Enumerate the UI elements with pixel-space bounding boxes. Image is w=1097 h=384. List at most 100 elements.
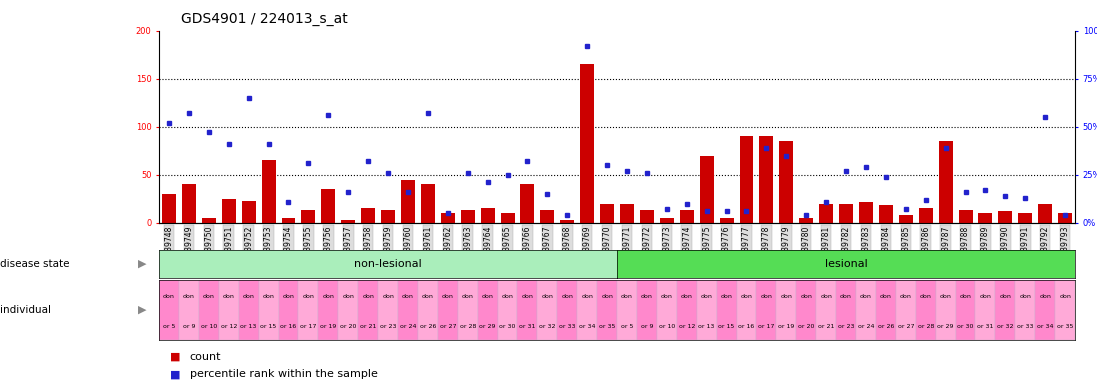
Text: don: don — [283, 294, 294, 299]
Bar — [979, 213, 993, 223]
Text: or 28: or 28 — [917, 324, 934, 329]
Bar — [298, 280, 318, 340]
Bar — [261, 161, 275, 223]
Bar — [162, 194, 176, 223]
Text: or 20: or 20 — [340, 324, 357, 329]
Bar — [716, 280, 736, 340]
Bar — [816, 280, 836, 340]
Bar — [480, 208, 495, 223]
Text: or 28: or 28 — [460, 324, 476, 329]
Bar — [538, 280, 557, 340]
Text: don: don — [501, 294, 513, 299]
Bar — [677, 280, 697, 340]
Bar — [819, 204, 833, 223]
Text: non-lesional: non-lesional — [354, 259, 422, 269]
Text: don: don — [740, 294, 753, 299]
Bar — [640, 210, 654, 223]
Bar — [955, 280, 975, 340]
Bar — [600, 204, 614, 223]
Text: or 10: or 10 — [658, 324, 675, 329]
Text: don: don — [442, 294, 454, 299]
Bar — [1018, 213, 1032, 223]
Text: or 24: or 24 — [399, 324, 416, 329]
Bar — [438, 280, 457, 340]
Text: or 9: or 9 — [641, 324, 653, 329]
Text: don: don — [780, 294, 792, 299]
Bar — [518, 280, 538, 340]
Text: don: don — [342, 294, 354, 299]
Bar — [916, 280, 936, 340]
Text: don: don — [940, 294, 951, 299]
Text: or 32: or 32 — [539, 324, 555, 329]
Text: disease state: disease state — [0, 259, 69, 269]
Text: or 5: or 5 — [162, 324, 176, 329]
Bar — [500, 213, 514, 223]
Text: or 33: or 33 — [559, 324, 576, 329]
Text: ■: ■ — [170, 352, 181, 362]
Text: don: don — [660, 294, 672, 299]
Bar — [398, 280, 418, 340]
Bar — [222, 199, 236, 223]
Text: ■: ■ — [170, 369, 181, 379]
Bar — [239, 280, 259, 340]
Bar — [1055, 280, 1075, 340]
Bar — [580, 65, 595, 223]
Bar — [680, 210, 693, 223]
Bar — [418, 280, 438, 340]
Text: or 32: or 32 — [997, 324, 1014, 329]
Bar — [477, 280, 498, 340]
Text: or 27: or 27 — [897, 324, 914, 329]
Bar — [939, 141, 952, 223]
Bar — [998, 211, 1013, 223]
Text: or 21: or 21 — [818, 324, 835, 329]
Text: don: don — [1060, 294, 1071, 299]
Text: or 31: or 31 — [977, 324, 994, 329]
Text: or 35: or 35 — [1056, 324, 1073, 329]
Text: or 10: or 10 — [201, 324, 217, 329]
Bar — [457, 280, 477, 340]
Bar — [461, 210, 475, 223]
Text: don: don — [1019, 294, 1031, 299]
Bar — [736, 280, 757, 340]
Text: don: don — [183, 294, 195, 299]
Text: don: don — [860, 294, 872, 299]
Text: don: don — [721, 294, 733, 299]
Text: don: don — [422, 294, 433, 299]
Text: or 30: or 30 — [499, 324, 516, 329]
Text: or 27: or 27 — [440, 324, 456, 329]
Bar — [402, 180, 415, 223]
Bar — [879, 205, 893, 223]
Bar — [779, 141, 793, 223]
Text: don: don — [203, 294, 215, 299]
Bar — [617, 280, 637, 340]
Bar — [561, 220, 574, 223]
Bar — [321, 189, 336, 223]
Bar — [697, 280, 716, 340]
Bar — [759, 136, 773, 223]
Text: don: don — [223, 294, 235, 299]
Bar — [859, 202, 873, 223]
Bar — [159, 280, 179, 340]
Text: don: don — [601, 294, 613, 299]
Bar — [259, 280, 279, 340]
Bar — [282, 218, 295, 223]
Text: don: don — [542, 294, 553, 299]
Bar — [975, 280, 995, 340]
Text: or 20: or 20 — [798, 324, 814, 329]
Bar — [241, 200, 256, 223]
Bar — [182, 184, 196, 223]
Text: GDS4901 / 224013_s_at: GDS4901 / 224013_s_at — [181, 12, 348, 25]
Text: don: don — [163, 294, 174, 299]
Bar — [302, 210, 315, 223]
Text: or 26: or 26 — [420, 324, 437, 329]
Text: ▶: ▶ — [138, 259, 147, 269]
Text: lesional: lesional — [825, 259, 868, 269]
Bar — [637, 280, 657, 340]
Text: don: don — [242, 294, 255, 299]
Bar — [199, 280, 218, 340]
Bar — [856, 280, 875, 340]
Text: don: don — [999, 294, 1011, 299]
Text: or 34: or 34 — [1037, 324, 1053, 329]
Text: don: don — [402, 294, 414, 299]
Text: don: don — [303, 294, 315, 299]
